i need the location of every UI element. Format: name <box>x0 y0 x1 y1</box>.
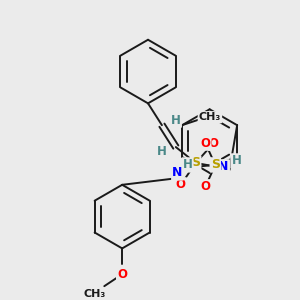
Text: O: O <box>200 136 210 150</box>
Text: H: H <box>171 114 181 127</box>
Text: H: H <box>157 145 167 158</box>
Text: CH₃: CH₃ <box>199 112 221 122</box>
Text: S: S <box>211 158 220 171</box>
Text: N: N <box>218 160 229 173</box>
Text: O: O <box>200 180 210 193</box>
Text: CH₃: CH₃ <box>83 289 106 299</box>
Text: O: O <box>117 268 127 281</box>
Text: O: O <box>208 136 219 150</box>
Text: S: S <box>191 157 200 169</box>
Text: N: N <box>172 167 183 179</box>
Text: H: H <box>232 154 242 167</box>
Text: H: H <box>182 158 192 171</box>
Text: O: O <box>176 178 186 191</box>
